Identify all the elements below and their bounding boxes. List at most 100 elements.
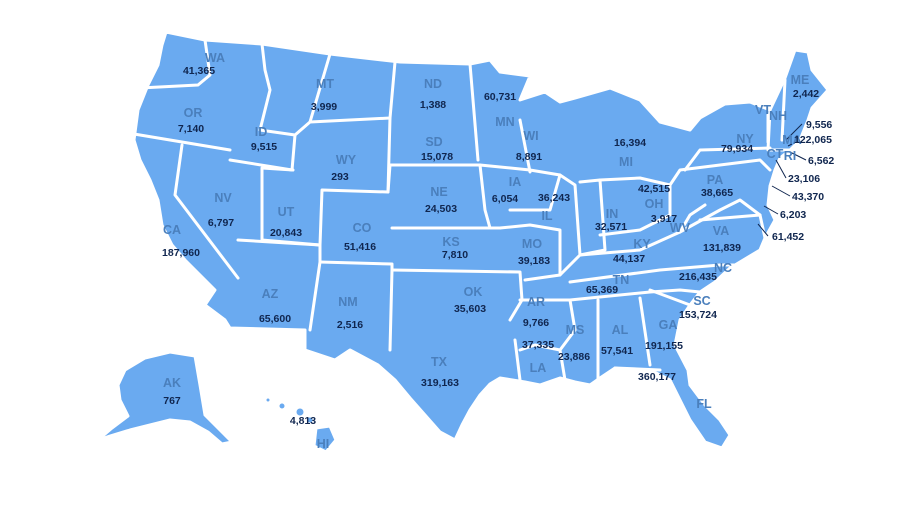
state-value-mo: 39,183 — [518, 255, 550, 267]
state-abbr-nm: NM — [338, 295, 357, 309]
state-abbr-co: CO — [353, 221, 372, 235]
callout-value-7: 61,452 — [772, 231, 804, 243]
state-value-ga: 191,155 — [645, 340, 683, 352]
state-abbr-in: IN — [606, 207, 619, 221]
state-abbr-sc: SC — [693, 294, 710, 308]
state-abbr-mt: MT — [316, 77, 334, 91]
callout-value-3: 6,562 — [808, 155, 834, 167]
state-value-pa: 38,665 — [701, 187, 733, 199]
state-abbr-ga: GA — [659, 318, 678, 332]
state-value-mi: 16,394 — [614, 137, 646, 149]
state-abbr-ny: NY — [736, 132, 754, 146]
callout-value-5: 43,370 — [792, 191, 824, 203]
state-abbr-mi: MI — [619, 155, 633, 169]
state-abbr-oh: OH — [645, 197, 664, 211]
state-abbr-nh: NH — [769, 109, 787, 123]
state-abbr-pa: PA — [707, 173, 723, 187]
state-value-ar: 9,766 — [523, 317, 549, 329]
state-value-ks: 7,810 — [442, 249, 468, 261]
state-value-ne: 24,503 — [425, 203, 457, 215]
alaska-shape — [96, 350, 234, 446]
state-abbr-ut: UT — [278, 205, 295, 219]
state-abbr-me: ME — [791, 73, 810, 87]
state-value-sc: 153,724 — [679, 309, 717, 321]
callout-value-1: 9,556 — [806, 119, 832, 131]
state-abbr-al: AL — [612, 323, 629, 337]
state-abbr-fl: FL — [696, 397, 712, 411]
state-value-ia: 6,054 — [492, 193, 518, 205]
state-value-al: 57,541 — [601, 345, 633, 357]
state-abbr-ky: KY — [633, 237, 651, 251]
state-value-nc: 216,435 — [679, 271, 717, 283]
state-borders — [132, 38, 792, 382]
callout-value-6: 6,203 — [780, 209, 806, 221]
state-value-ca: 187,960 — [162, 247, 200, 259]
state-value-in: 32,571 — [595, 221, 627, 233]
state-value-ut: 20,843 — [270, 227, 302, 239]
state-value-mn: 60,731 — [484, 91, 516, 103]
state-abbr-va: VA — [713, 224, 729, 238]
state-abbr-tx: TX — [431, 355, 448, 369]
state-value-va: 131,839 — [703, 242, 741, 254]
state-abbr-ar: AR — [527, 295, 545, 309]
state-value-tx: 319,163 — [421, 377, 459, 389]
state-abbr-nd: ND — [424, 77, 442, 91]
state-value-az: 65,600 — [259, 313, 291, 325]
state-value-oh: 42,515 — [638, 183, 670, 195]
state-value-wy: 293 — [331, 171, 349, 183]
callout-value-4: 23,106 — [788, 173, 820, 185]
state-value-or: 7,140 — [178, 123, 204, 135]
state-abbr-ne: NE — [430, 185, 447, 199]
state-abbr-ms: MS — [566, 323, 585, 337]
state-value-me: 2,442 — [793, 88, 819, 100]
state-abbr-wa: WA — [205, 51, 225, 65]
state-value-la: 37,335 — [522, 339, 554, 351]
state-abbr-mo: MO — [522, 237, 542, 251]
state-abbr-id: ID — [255, 125, 268, 139]
state-abbr-sd: SD — [425, 135, 442, 149]
state-abbr-ma: MA — [782, 133, 801, 147]
hawaii-shape — [263, 395, 338, 454]
callout-value-2: 122,065 — [794, 134, 832, 146]
contiguous-us-shape — [132, 30, 830, 450]
state-abbr-ok: OK — [464, 285, 483, 299]
state-abbr-az: AZ — [262, 287, 279, 301]
state-abbr-vt: VT — [755, 103, 771, 117]
state-value-ky: 44,137 — [613, 253, 645, 265]
state-value-mt: 3,999 — [311, 101, 337, 113]
state-abbr-wi: WI — [523, 129, 538, 143]
state-value-tn: 65,369 — [586, 284, 618, 296]
state-value-wv: 3,917 — [651, 213, 677, 225]
state-value-nm: 2,516 — [337, 319, 363, 331]
state-abbr-ak: AK — [163, 376, 181, 390]
state-abbr-nc: NC — [714, 261, 732, 275]
state-value-co: 51,416 — [344, 241, 376, 253]
state-value-ny: 79,934 — [721, 143, 753, 155]
state-abbr-ca: CA — [163, 223, 181, 237]
state-value-fl: 360,177 — [638, 371, 676, 383]
state-abbr-mn: MN — [495, 115, 514, 129]
state-abbr-ri: RI — [784, 149, 797, 163]
state-abbr-wy: WY — [336, 153, 357, 167]
state-value-wi: 8,891 — [516, 151, 542, 163]
state-value-ok: 35,603 — [454, 303, 486, 315]
state-value-hi: 4,813 — [290, 415, 316, 427]
state-value-ms: 23,886 — [558, 351, 590, 363]
state-value-nd: 1,388 — [420, 99, 446, 111]
state-abbr-ks: KS — [442, 235, 459, 249]
state-abbr-tn: TN — [613, 273, 630, 287]
callout-lines — [757, 123, 807, 237]
state-abbr-la: LA — [530, 361, 547, 375]
state-abbr-hi: HI — [317, 437, 330, 451]
state-value-ak: 767 — [163, 395, 181, 407]
state-abbr-ia: IA — [509, 175, 522, 189]
state-abbr-or: OR — [184, 106, 203, 120]
state-value-il: 36,243 — [538, 192, 570, 204]
state-value-nv: 6,797 — [208, 217, 234, 229]
state-value-sd: 15,078 — [421, 151, 453, 163]
state-abbr-il: IL — [541, 209, 552, 223]
state-abbr-ct: CT — [767, 147, 784, 161]
state-abbr-wv: WV — [670, 221, 691, 235]
